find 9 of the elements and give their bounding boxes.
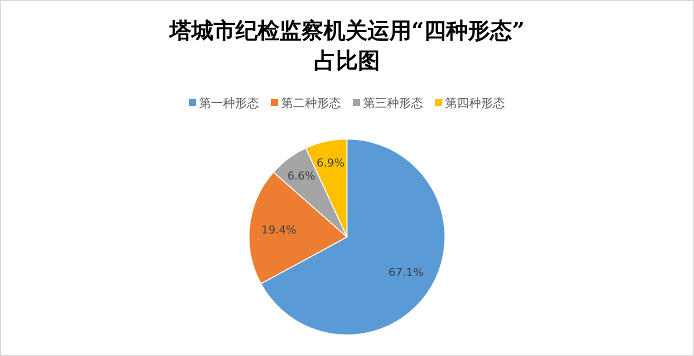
legend-label: 第三种形态 bbox=[363, 96, 423, 110]
data-label: 6.9% bbox=[316, 156, 345, 170]
data-label: 19.4% bbox=[261, 223, 296, 236]
legend-label: 第二种形态 bbox=[281, 96, 341, 110]
title: 塔城市纪检监察机关运用“四种形态” 占比图 bbox=[169, 18, 525, 74]
data-label: 67.1% bbox=[388, 266, 424, 280]
data-label: 6.6% bbox=[287, 170, 316, 183]
legend-label: 第一种形态 bbox=[199, 96, 259, 110]
legend-label: 第四种形态 bbox=[445, 96, 505, 110]
